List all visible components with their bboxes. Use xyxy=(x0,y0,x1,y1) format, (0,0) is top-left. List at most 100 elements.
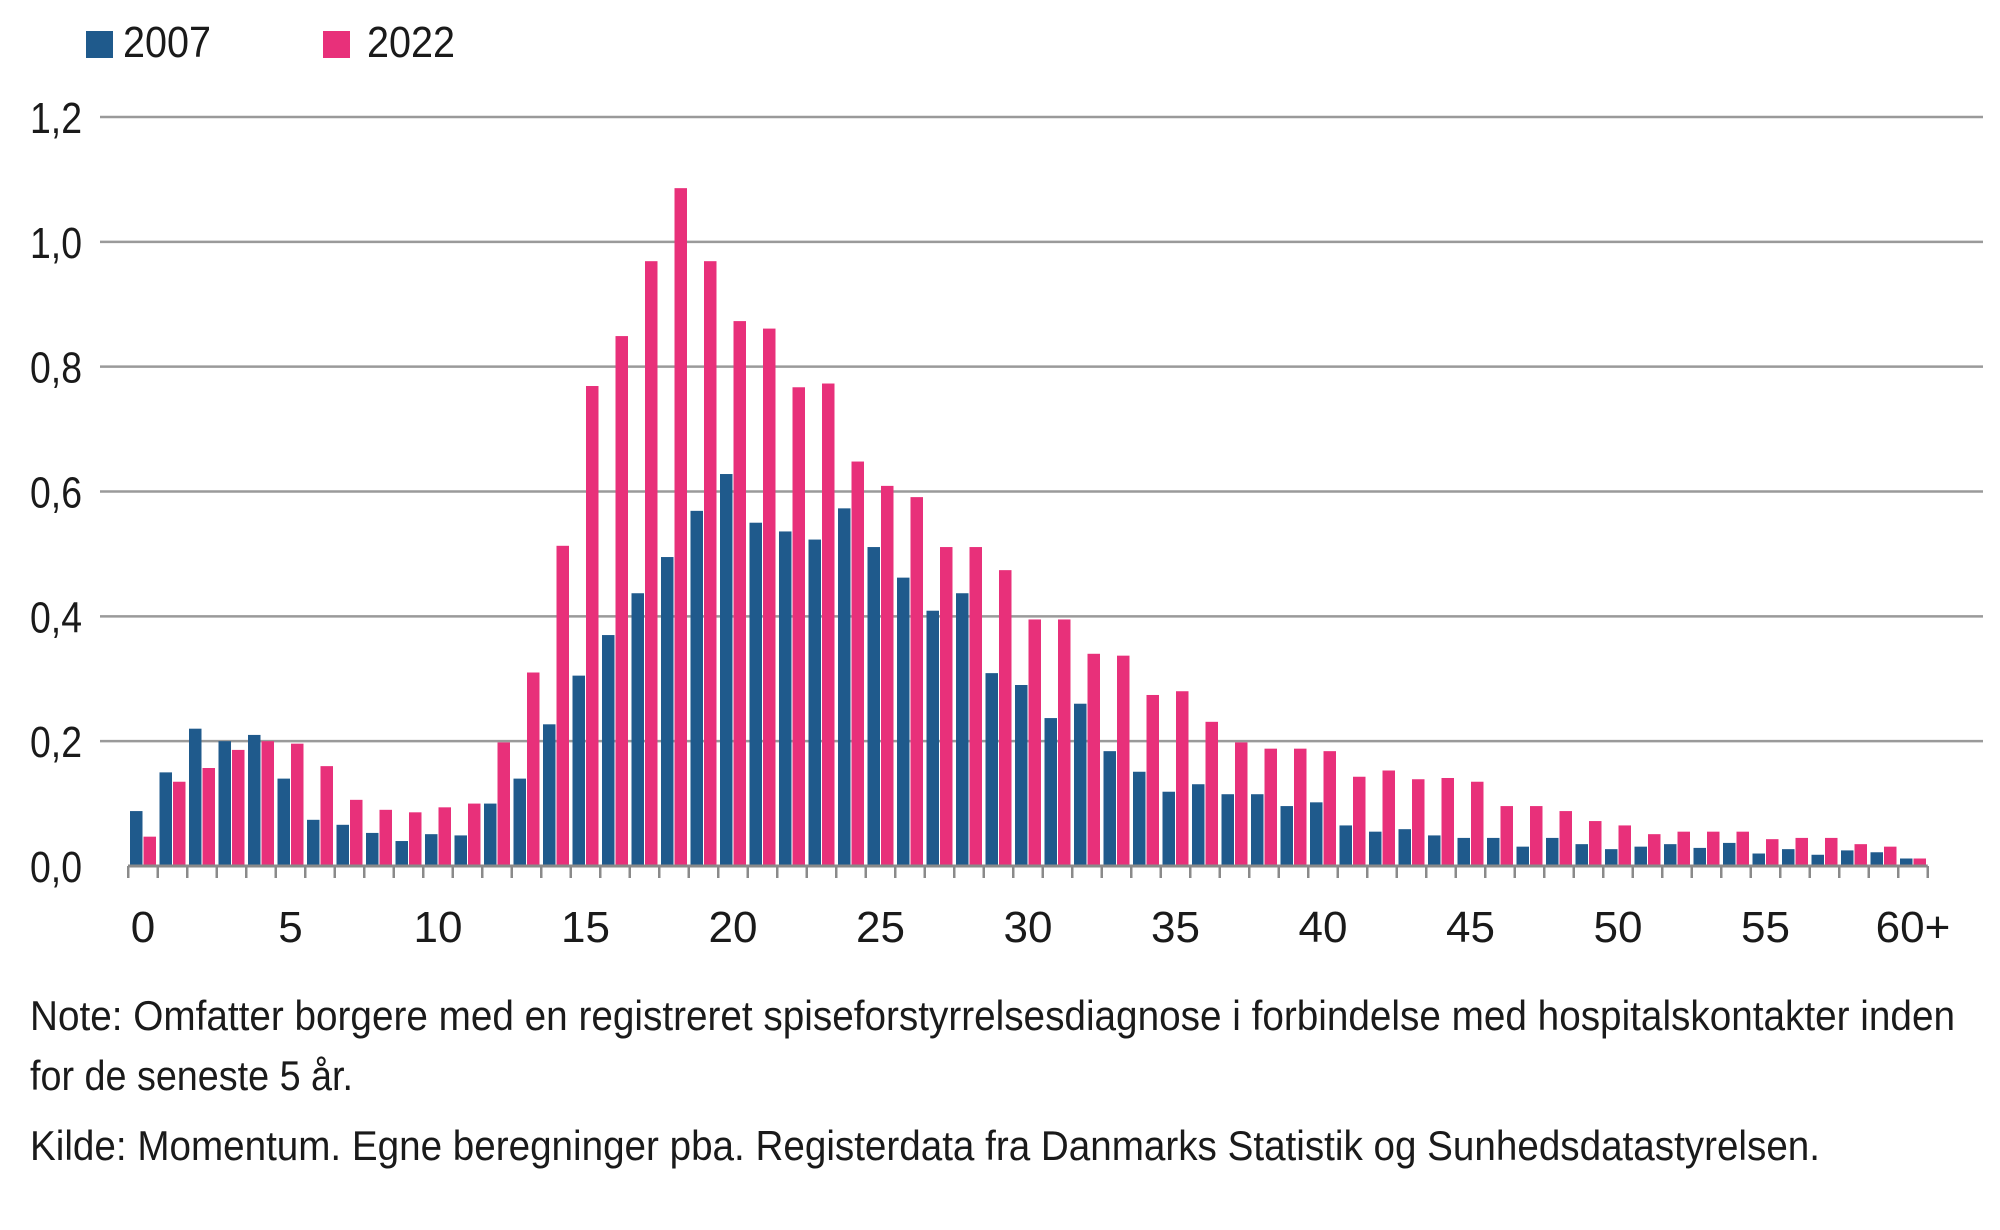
bar-2007-36 xyxy=(1192,784,1205,866)
bar-2022-54 xyxy=(1736,831,1749,866)
bar-2022-46 xyxy=(1500,806,1513,866)
bar-2022-27 xyxy=(940,547,953,866)
bar-2022-20 xyxy=(733,321,746,866)
legend: 2007 2022 xyxy=(86,18,455,67)
x-tick-label: 55 xyxy=(1741,903,1790,952)
bar-2007-58 xyxy=(1841,850,1854,866)
bar-2007-28 xyxy=(956,593,969,866)
bar-2022-52 xyxy=(1677,831,1690,866)
bar-2007-46 xyxy=(1487,837,1500,866)
bar-2007-9 xyxy=(395,841,408,866)
bar-2007-32 xyxy=(1074,703,1087,866)
bar-2022-50 xyxy=(1618,825,1631,866)
bar-2022-55 xyxy=(1766,839,1779,866)
bars xyxy=(130,188,1926,866)
bar-2022-7 xyxy=(350,799,363,866)
bar-2022-31 xyxy=(1058,619,1071,866)
bar-2022-8 xyxy=(379,809,392,866)
y-tick-label: 1,2 xyxy=(30,94,82,143)
bar-2022-1 xyxy=(173,781,186,866)
bar-2022-34 xyxy=(1146,694,1159,866)
bar-2022-56 xyxy=(1795,837,1808,866)
bar-2022-40 xyxy=(1323,751,1336,866)
bar-2022-30 xyxy=(1028,619,1041,866)
bar-2007-50 xyxy=(1605,849,1618,866)
bar-2022-35 xyxy=(1176,691,1189,866)
bar-2022-6 xyxy=(320,766,333,866)
bar-2022-39 xyxy=(1294,748,1307,866)
x-tick-label: 15 xyxy=(561,903,610,952)
bar-2007-51 xyxy=(1634,846,1647,866)
bar-2007-5 xyxy=(277,778,290,866)
bar-2022-36 xyxy=(1205,721,1218,866)
bar-2022-29 xyxy=(999,570,1012,866)
bar-2007-30 xyxy=(1015,684,1028,866)
bar-2007-60+ xyxy=(1900,858,1913,866)
x-tick-label: 50 xyxy=(1594,903,1643,952)
bar-2022-51 xyxy=(1648,834,1661,866)
y-tick-label: 0,6 xyxy=(30,469,82,518)
bar-2022-42 xyxy=(1382,770,1395,866)
bar-2022-49 xyxy=(1589,821,1602,866)
bar-2007-6 xyxy=(307,819,320,866)
bar-2022-59 xyxy=(1884,846,1897,866)
x-tick-label: 25 xyxy=(856,903,905,952)
bar-2007-56 xyxy=(1782,849,1795,866)
bar-2022-15 xyxy=(586,386,599,866)
bar-2022-19 xyxy=(704,261,717,866)
bar-2007-29 xyxy=(985,673,998,866)
x-tick-label: 45 xyxy=(1446,903,1495,952)
y-axis-ticks: 0,0 0,2 0,4 0,6 0,8 1,0 1,2 xyxy=(30,94,82,892)
gridlines xyxy=(100,115,1983,743)
bar-2022-12 xyxy=(497,742,510,866)
bar-2007-52 xyxy=(1664,844,1677,866)
bar-2007-14 xyxy=(543,724,556,866)
bar-2007-10 xyxy=(425,834,438,866)
bar-2007-23 xyxy=(808,539,821,866)
bar-2022-33 xyxy=(1117,655,1130,866)
bar-2007-1 xyxy=(159,772,172,866)
notes: Note: Omfatter borgere med en registrere… xyxy=(30,992,1955,1169)
bar-2022-14 xyxy=(556,545,569,866)
bar-2022-16 xyxy=(615,336,628,866)
bar-2007-4 xyxy=(248,734,261,866)
bar-2007-7 xyxy=(336,824,349,866)
bar-2007-47 xyxy=(1516,846,1529,866)
bar-2007-15 xyxy=(572,675,585,866)
x-tick-label: 5 xyxy=(278,903,302,952)
bar-2022-47 xyxy=(1530,806,1543,866)
bar-2022-18 xyxy=(674,188,687,866)
bar-2022-57 xyxy=(1825,837,1838,866)
bar-2007-44 xyxy=(1428,835,1441,866)
bar-2022-41 xyxy=(1353,776,1366,866)
bar-2007-3 xyxy=(218,741,231,866)
x-tick-label: 40 xyxy=(1299,903,1348,952)
bar-2022-13 xyxy=(527,672,540,866)
legend-swatch-2007 xyxy=(86,31,113,58)
bar-2022-22 xyxy=(792,387,805,866)
bar-2007-54 xyxy=(1723,842,1736,866)
bar-2007-0 xyxy=(130,811,143,866)
bar-2007-39 xyxy=(1280,806,1293,866)
bar-2022-58 xyxy=(1854,844,1867,866)
bar-2022-44 xyxy=(1441,777,1454,866)
bar-2022-26 xyxy=(910,497,923,866)
bar-2022-17 xyxy=(645,261,658,866)
bar-2007-53 xyxy=(1693,847,1706,866)
note-line-1: Note: Omfatter borgere med en registrere… xyxy=(30,992,1955,1039)
y-tick-label: 0,8 xyxy=(30,344,82,393)
bar-2007-38 xyxy=(1251,794,1264,866)
bar-2007-57 xyxy=(1811,854,1824,866)
bar-2022-48 xyxy=(1559,811,1572,866)
bar-2007-49 xyxy=(1575,844,1588,866)
bar-2007-2 xyxy=(189,728,202,866)
bar-2007-27 xyxy=(926,610,939,866)
bar-2007-35 xyxy=(1162,791,1175,866)
bar-2007-16 xyxy=(602,635,615,866)
bar-2022-5 xyxy=(291,743,304,866)
bar-2022-3 xyxy=(232,749,245,866)
bar-2022-11 xyxy=(468,803,481,866)
legend-swatch-2022 xyxy=(323,31,350,58)
bar-2022-38 xyxy=(1264,748,1277,866)
